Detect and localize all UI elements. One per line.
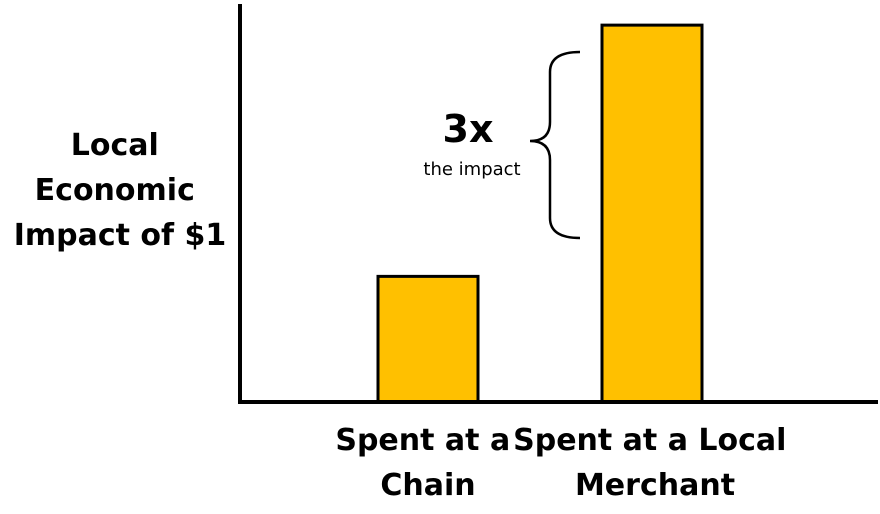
- y-axis-label-line-1: Local: [71, 128, 159, 163]
- annotation-brace: [529, 50, 581, 240]
- annotation-caption: the impact: [423, 159, 520, 180]
- bar-chain: [376, 274, 480, 404]
- x-tick-label-local-merchant-line-2: Merchant: [575, 468, 735, 503]
- y-axis-label-line-2: Economic: [35, 173, 195, 208]
- x-tick-label-chain: Spent at a Chain: [335, 423, 520, 503]
- y-axis-label-line-3: Impact of $1: [14, 218, 227, 253]
- x-tick-label-chain-line-1: Spent at a: [335, 423, 510, 458]
- annotation-multiplier: 3x: [443, 107, 494, 151]
- x-tick-label-local-merchant-line-1: Spent at a Local: [513, 423, 786, 458]
- x-tick-label-chain-line-2: Chain: [380, 468, 475, 503]
- bars-layer: [376, 23, 704, 404]
- bar-local-merchant: [600, 23, 704, 404]
- y-axis-label: Local Economic Impact of $1: [14, 128, 227, 253]
- x-tick-label-local-merchant: Spent at a Local Merchant: [513, 423, 797, 503]
